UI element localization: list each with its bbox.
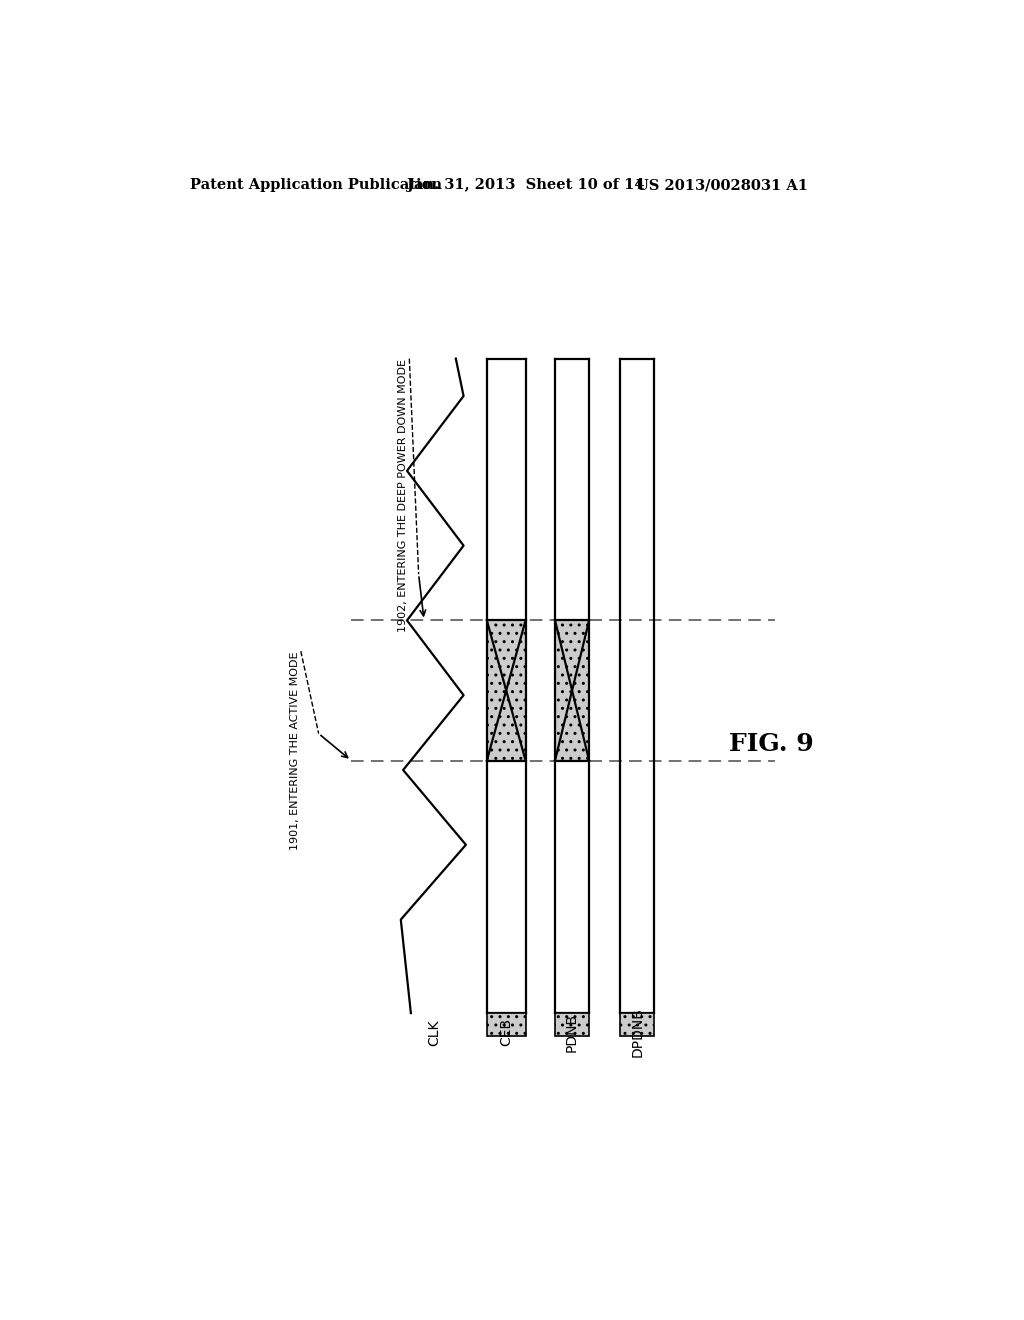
Bar bbox=[486, 1014, 525, 1036]
Text: Jan. 31, 2013  Sheet 10 of 14: Jan. 31, 2013 Sheet 10 of 14 bbox=[407, 178, 644, 193]
Text: Patent Application Publication: Patent Application Publication bbox=[190, 178, 442, 193]
Text: 1902, ENTERING THE DEEP POWER DOWN MODE: 1902, ENTERING THE DEEP POWER DOWN MODE bbox=[398, 359, 409, 631]
Text: US 2013/0028031 A1: US 2013/0028031 A1 bbox=[636, 178, 808, 193]
Bar bbox=[555, 1014, 589, 1036]
Text: 1901, ENTERING THE ACTIVE MODE: 1901, ENTERING THE ACTIVE MODE bbox=[290, 651, 300, 850]
Polygon shape bbox=[555, 620, 589, 760]
Text: CEB: CEB bbox=[500, 1018, 513, 1047]
Polygon shape bbox=[486, 620, 525, 760]
Text: DPDNB: DPDNB bbox=[630, 1007, 644, 1057]
Text: PDNB: PDNB bbox=[565, 1012, 580, 1052]
Text: CLK: CLK bbox=[427, 1019, 441, 1045]
Bar bbox=[621, 1014, 654, 1036]
Text: FIG. 9: FIG. 9 bbox=[729, 731, 813, 755]
